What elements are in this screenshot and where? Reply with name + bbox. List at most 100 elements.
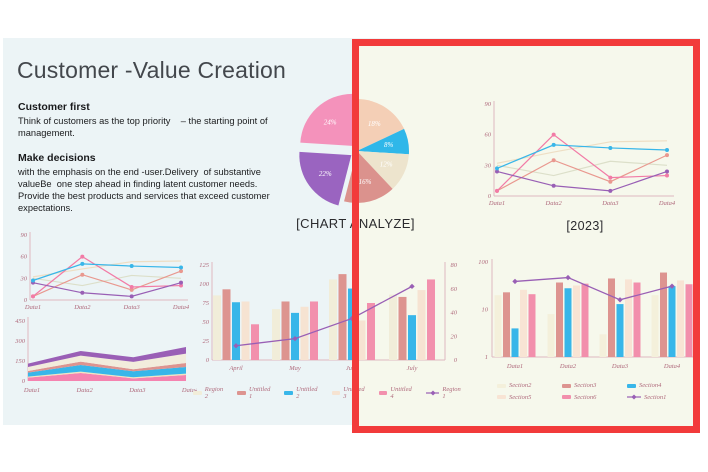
pie-chart: 18% 8% 12% 16% 22% 24% xyxy=(293,90,423,212)
legend-item: Untitled 1 xyxy=(237,386,274,400)
legend-swatch xyxy=(193,391,202,395)
svg-text:50: 50 xyxy=(203,319,210,326)
legend-item: Section1 xyxy=(627,393,692,401)
line-chart-2023: 0 30 60 90 Data1 Data2 Data3 Data4 xyxy=(477,96,689,210)
svg-text:16%: 16% xyxy=(359,178,372,186)
svg-text:Data2: Data2 xyxy=(73,304,91,310)
svg-text:Data4: Data4 xyxy=(172,304,190,310)
legend-label: Untitled 1 xyxy=(249,386,271,400)
legend-item: Untitled 2 xyxy=(284,386,321,400)
legend-swatch xyxy=(627,383,636,388)
legend-item: Section4 xyxy=(627,382,692,389)
section-body-customer-first: Think of customers as the top priority –… xyxy=(18,116,268,138)
stacked-area-chart: 0 150 300 450 Data1 Data2 Data3 Data4 xyxy=(3,312,197,402)
legend-label: Section2 xyxy=(509,382,532,389)
legend-item: Section5 xyxy=(497,394,562,401)
svg-text:Data2: Data2 xyxy=(559,363,577,370)
svg-text:450: 450 xyxy=(15,318,26,325)
chart-legend: Section2 Section3 Section4 Section5 Section6… xyxy=(497,382,692,401)
legend-swatch xyxy=(497,383,506,388)
svg-text:90: 90 xyxy=(21,232,28,239)
svg-text:20: 20 xyxy=(451,333,458,340)
line-chart-2023-caption: [2023] xyxy=(566,219,604,233)
svg-text:24%: 24% xyxy=(324,118,337,126)
svg-text:30: 30 xyxy=(484,162,492,169)
svg-text:Data4: Data4 xyxy=(663,363,681,370)
svg-text:Data4: Data4 xyxy=(181,387,197,394)
svg-text:12%: 12% xyxy=(380,161,393,169)
legend-item: Region 2 xyxy=(193,386,227,400)
svg-text:75: 75 xyxy=(203,300,210,307)
chart-legend: Region 2 Untitled 1 Untitled 2 Untitled 3 Un… xyxy=(193,386,465,400)
svg-text:125: 125 xyxy=(199,262,210,269)
svg-text:0: 0 xyxy=(206,357,210,364)
legend-label: Section5 xyxy=(509,393,532,401)
legend-item: Region 1 xyxy=(425,386,465,400)
svg-text:60: 60 xyxy=(485,132,492,139)
svg-text:Data3: Data3 xyxy=(601,200,619,207)
svg-text:Data2: Data2 xyxy=(545,200,563,207)
section-body-make-decisions: with the emphasis on the end -user.Deliv… xyxy=(18,167,270,213)
svg-text:April: April xyxy=(228,365,243,372)
svg-text:1: 1 xyxy=(485,354,488,361)
legend-swatch xyxy=(562,395,571,399)
legend-label: Region 2 xyxy=(204,386,224,400)
svg-text:May: May xyxy=(288,365,301,372)
line-chart-small: 0 30 60 90 Data1 Data2 Data3 Data4 xyxy=(3,228,197,310)
legend-item: Section3 xyxy=(562,382,627,389)
svg-text:80: 80 xyxy=(451,262,458,269)
legend-swatch xyxy=(331,391,341,395)
svg-text:Data3: Data3 xyxy=(611,363,629,370)
svg-text:25: 25 xyxy=(203,338,210,345)
svg-text:300: 300 xyxy=(14,338,26,345)
legend-label: Section4 xyxy=(639,382,662,389)
svg-text:0: 0 xyxy=(24,297,28,304)
legend-item: Untitled 4 xyxy=(378,386,416,400)
legend-label: Untitled 4 xyxy=(390,386,412,400)
svg-text:40: 40 xyxy=(451,310,458,317)
pie-chart-caption: [CHART ANALYZE] xyxy=(296,216,415,231)
highlight-region-background xyxy=(352,39,700,433)
legend-label: Section1 xyxy=(644,393,667,401)
svg-text:0: 0 xyxy=(22,378,26,385)
svg-text:Data1: Data1 xyxy=(23,387,40,394)
legend-label: Section3 xyxy=(574,382,597,389)
svg-text:July: July xyxy=(407,365,418,372)
page-title: Customer -Value Creation xyxy=(17,57,286,83)
svg-text:0: 0 xyxy=(488,193,492,200)
svg-text:30: 30 xyxy=(20,275,28,282)
svg-text:Data4: Data4 xyxy=(658,200,676,207)
svg-text:Data2: Data2 xyxy=(76,387,94,394)
section-bar-chart: 1 10 100 Data1 Data2 Data3 Data4 Section2 Sectio… xyxy=(462,252,708,420)
svg-text:90: 90 xyxy=(485,101,492,108)
svg-text:18%: 18% xyxy=(368,120,381,128)
svg-text:Data3: Data3 xyxy=(123,304,141,310)
svg-text:8%: 8% xyxy=(384,141,394,149)
legend-label: Section6 xyxy=(574,393,597,401)
svg-text:Data1: Data1 xyxy=(488,200,505,207)
svg-text:Data1: Data1 xyxy=(24,304,41,310)
section-heading-customer-first: Customer first xyxy=(18,101,90,113)
legend-item: Section2 xyxy=(497,382,562,389)
svg-text:150: 150 xyxy=(15,358,26,365)
legend-label: Region 1 xyxy=(442,386,461,400)
legend-swatch xyxy=(497,395,506,399)
legend-item: Untitled 3 xyxy=(331,386,369,400)
svg-text:100: 100 xyxy=(478,259,489,266)
svg-text:10: 10 xyxy=(482,307,489,314)
svg-text:June: June xyxy=(346,365,358,372)
section-heading-make-decisions: Make decisions xyxy=(18,152,96,164)
svg-text:22%: 22% xyxy=(319,170,332,178)
legend-item: Section6 xyxy=(562,394,627,401)
svg-text:Data3: Data3 xyxy=(128,387,146,394)
svg-text:60: 60 xyxy=(21,254,28,261)
monthly-bar-chart: 0 25 50 75 100 125 0 20 40 60 80 April May June July Re… xyxy=(193,250,465,402)
legend-swatch xyxy=(378,391,388,395)
svg-text:0: 0 xyxy=(454,357,458,364)
legend-swatch xyxy=(237,391,247,395)
legend-label: Untitled 2 xyxy=(296,386,318,400)
legend-swatch xyxy=(562,383,571,388)
legend-label: Untitled 3 xyxy=(343,386,365,400)
